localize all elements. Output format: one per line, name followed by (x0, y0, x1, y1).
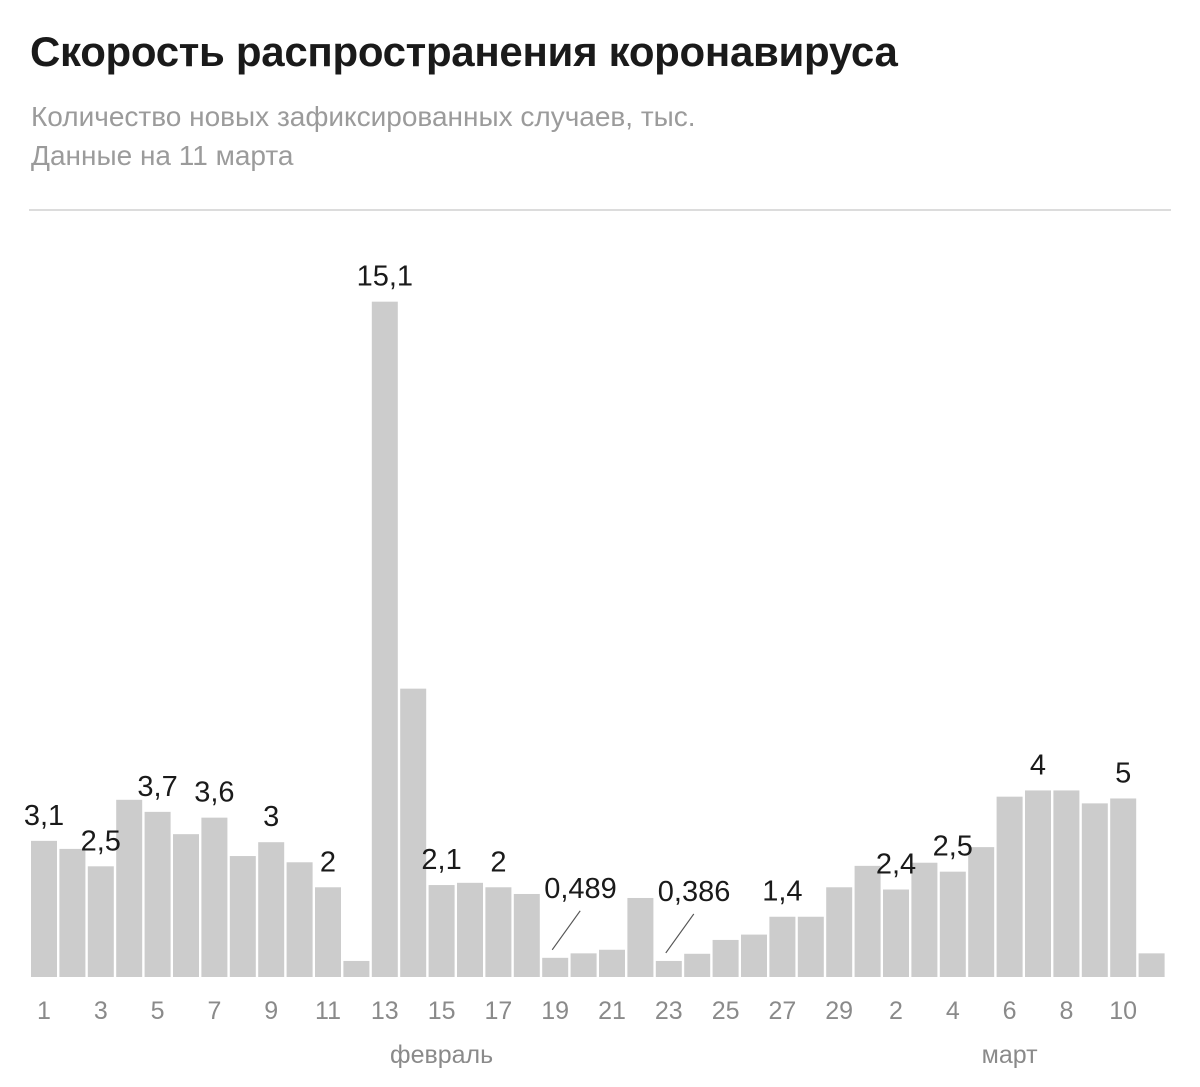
value-labels-group: 3,1 2,5 3,7 3,6 3 2 15,1 2,1 2 0,489 0,386 1,4 2,4 2,… (24, 261, 1131, 908)
bar-1-0 (31, 840, 57, 977)
value-label-16: 2 (490, 846, 506, 878)
x-tick-label-34: 6 (1003, 997, 1017, 1025)
value-label-0: 3,1 (24, 800, 64, 832)
bar-5-4 (144, 811, 171, 977)
bar-9-37 (1081, 803, 1108, 977)
value-label-18: 0,489 (544, 873, 617, 905)
x-tick-label-0: 1 (37, 997, 51, 1025)
bar-4-3 (116, 799, 143, 977)
x-tick-label-8: 9 (264, 997, 278, 1025)
x-tick-label-22: 23 (655, 997, 683, 1025)
value-label-6: 3,6 (194, 777, 234, 809)
leader-line-18 (551, 910, 581, 951)
bar-13-12 (371, 301, 398, 977)
bar-9-8 (258, 842, 285, 977)
leader-lines-group (551, 910, 695, 954)
bar-3-2 (87, 866, 114, 977)
bar-19-18 (542, 957, 569, 977)
bar-29-28 (826, 887, 853, 977)
bar-3-31 (911, 862, 938, 977)
bar-15-14 (428, 885, 455, 977)
month-label-1: март (982, 1041, 1038, 1069)
x-tick-label-18: 19 (541, 997, 569, 1025)
chart-note: Данные на 11 марта (31, 140, 294, 171)
value-label-8: 3 (263, 801, 279, 833)
x-tick-label-2: 3 (94, 997, 108, 1025)
bar-11-10 (315, 887, 341, 977)
bar-21-20 (599, 949, 625, 977)
x-tick-label-12: 13 (371, 997, 399, 1025)
month-labels-group: февраль март (390, 1041, 1038, 1069)
x-tick-label-10: 11 (315, 997, 341, 1025)
bar-26-25 (741, 934, 767, 977)
bar-27-26 (769, 916, 796, 977)
x-tick-label-16: 17 (484, 997, 512, 1025)
x-tick-label-30: 2 (889, 997, 903, 1025)
value-label-4: 3,7 (137, 771, 177, 803)
bar-11-39 (1138, 953, 1165, 977)
month-label-0: февраль (390, 1041, 493, 1069)
bar-6-5 (173, 834, 199, 977)
bar-25-24 (712, 939, 739, 977)
chart-subtitle: Количество новых зафиксированных случаев… (31, 101, 696, 132)
x-axis-ticks-group: 1 3 5 7 9 11 13 15 17 19 21 23 25 27 29 2 4 6 8 10 (37, 997, 1137, 1025)
value-label-38: 5 (1115, 757, 1131, 789)
x-tick-label-26: 27 (768, 997, 796, 1025)
value-label-14: 2,1 (421, 844, 461, 876)
bar-16-15 (457, 882, 483, 977)
bar-7-6 (201, 817, 228, 977)
bar-18-17 (513, 893, 540, 977)
x-tick-label-4: 5 (151, 997, 165, 1025)
value-label-2: 2,5 (81, 825, 121, 857)
value-label-35: 4 (1030, 749, 1046, 781)
bar-4-32 (939, 871, 966, 977)
bar-20-19 (570, 953, 597, 977)
bar-10-38 (1110, 798, 1137, 977)
bar-28-27 (797, 916, 824, 977)
value-label-12: 15,1 (357, 261, 413, 293)
bar-17-16 (485, 887, 512, 977)
bar-8-36 (1053, 790, 1080, 977)
bars-group (31, 301, 1165, 977)
value-label-32: 2,5 (933, 831, 973, 863)
bar-7-35 (1025, 790, 1051, 977)
x-tick-label-38: 10 (1109, 997, 1137, 1025)
header-divider (29, 209, 1171, 211)
chart-title: Скорость распространения коронавируса (30, 28, 898, 75)
bar-2-30 (883, 889, 909, 977)
bar-1-29 (854, 865, 881, 977)
x-tick-label-6: 7 (207, 997, 221, 1025)
bar-5-33 (968, 847, 995, 977)
bar-6-34 (996, 796, 1023, 977)
x-tick-label-14: 15 (428, 997, 456, 1025)
x-tick-label-36: 8 (1059, 997, 1073, 1025)
x-tick-label-32: 4 (946, 997, 960, 1025)
bar-22-21 (627, 897, 654, 977)
value-label-22: 0,386 (658, 876, 731, 908)
bar-10-9 (286, 862, 313, 977)
x-tick-label-20: 21 (598, 997, 626, 1025)
bar-2-1 (59, 848, 86, 977)
value-label-26: 1,4 (762, 876, 802, 908)
bar-24-23 (684, 953, 711, 977)
value-label-10: 2 (320, 846, 336, 878)
x-tick-label-24: 25 (712, 997, 740, 1025)
bar-14-13 (400, 688, 427, 977)
bar-12-11 (343, 960, 370, 977)
bar-23-22 (655, 960, 682, 977)
x-tick-label-28: 29 (825, 997, 853, 1025)
leader-line-22 (665, 913, 695, 954)
bar-8-7 (229, 856, 256, 977)
value-label-30: 2,4 (876, 849, 916, 881)
